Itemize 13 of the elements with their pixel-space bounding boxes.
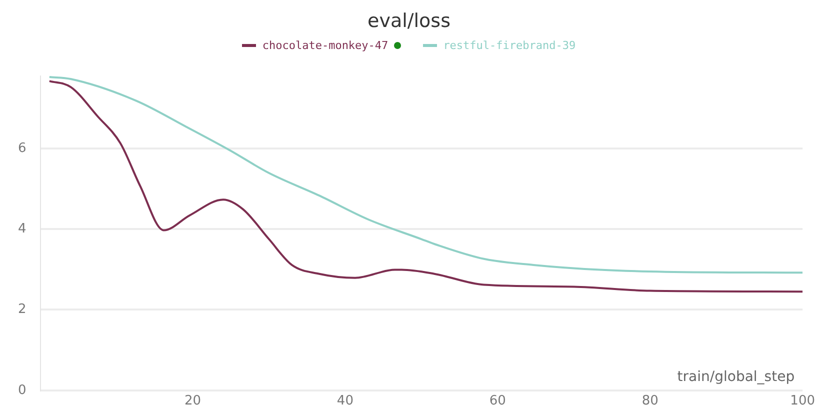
x-tick-label: 40	[336, 394, 354, 409]
x-tick-label: 100	[790, 394, 816, 409]
x-tick-label: 60	[489, 394, 506, 409]
y-tick-label: 6	[18, 140, 26, 156]
x-axis-title: train/global_step	[677, 369, 795, 386]
x-tick-label: 80	[642, 394, 658, 409]
x-tick-label: 20	[184, 394, 202, 409]
legend-label: chocolate-monkey-47	[262, 38, 388, 52]
y-tick-label: 4	[18, 221, 26, 236]
legend-label: restful-firebrand-39	[443, 38, 576, 52]
y-tick-label: 2	[18, 302, 26, 318]
y-tick-label: 0	[18, 382, 26, 398]
chart-title: eval/loss	[366, 9, 452, 34]
